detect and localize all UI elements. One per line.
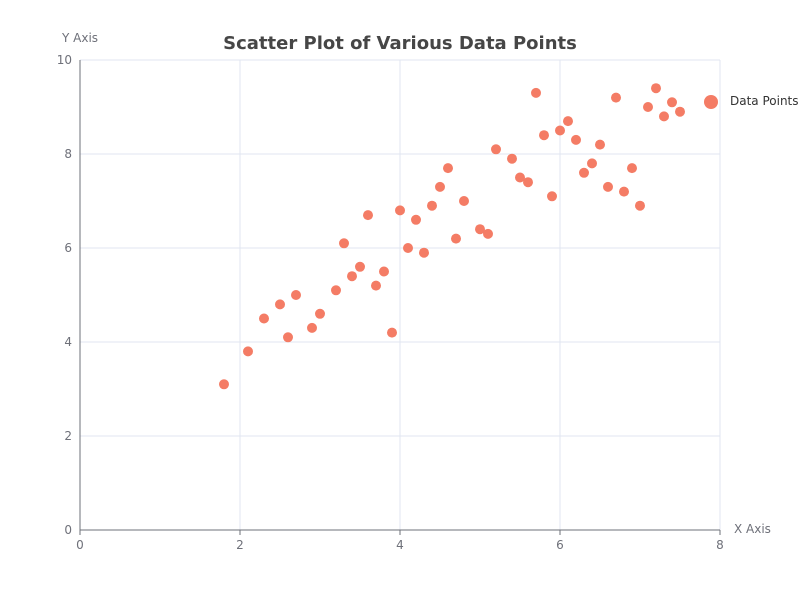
y-tick-label: 8 (64, 147, 72, 161)
data-point[interactable] (491, 144, 501, 155)
data-point[interactable] (283, 332, 293, 343)
data-point[interactable] (571, 134, 581, 145)
y-axis-label: Y Axis (61, 31, 98, 45)
data-point[interactable] (675, 106, 685, 117)
data-point[interactable] (363, 210, 373, 221)
data-point[interactable] (387, 327, 397, 338)
data-point[interactable] (579, 167, 589, 178)
data-point[interactable] (347, 271, 357, 282)
data-point[interactable] (443, 163, 453, 174)
y-tick-label: 6 (64, 241, 72, 255)
legend-marker-icon[interactable] (704, 95, 718, 109)
y-tick-label: 10 (57, 53, 72, 67)
data-point[interactable] (483, 228, 493, 239)
data-point[interactable] (219, 379, 229, 390)
data-point[interactable] (379, 266, 389, 277)
data-point[interactable] (427, 200, 437, 211)
x-tick-label: 6 (556, 538, 564, 552)
data-point[interactable] (667, 97, 677, 108)
data-point[interactable] (507, 153, 517, 164)
data-point[interactable] (395, 205, 405, 216)
x-tick-label: 4 (396, 538, 404, 552)
data-point[interactable] (651, 83, 661, 94)
data-point[interactable] (411, 214, 421, 225)
data-point[interactable] (259, 313, 269, 324)
data-point[interactable] (371, 280, 381, 291)
data-point[interactable] (643, 102, 653, 112)
data-point[interactable] (419, 247, 429, 258)
data-point[interactable] (315, 308, 325, 319)
data-point[interactable] (523, 177, 533, 188)
data-point[interactable] (531, 87, 541, 98)
legend[interactable]: Data Points (704, 94, 799, 109)
data-point[interactable] (587, 158, 597, 169)
data-point[interactable] (635, 200, 645, 211)
data-point[interactable] (627, 163, 637, 174)
data-point[interactable] (555, 125, 565, 136)
data-point[interactable] (451, 233, 461, 244)
data-point[interactable] (403, 243, 413, 253)
data-point[interactable] (475, 224, 485, 235)
x-tick-label: 0 (76, 538, 84, 552)
data-point[interactable] (355, 261, 365, 272)
data-point[interactable] (435, 181, 445, 192)
data-point[interactable] (611, 92, 621, 103)
data-point[interactable] (619, 186, 629, 197)
x-axis-label: X Axis (734, 522, 771, 536)
data-point[interactable] (339, 238, 349, 249)
data-point[interactable] (539, 130, 549, 141)
y-tick-label: 2 (64, 429, 72, 443)
y-tick-label: 0 (64, 523, 72, 537)
data-point[interactable] (595, 139, 605, 150)
y-tick-label: 4 (64, 335, 72, 349)
chart-title: Scatter Plot of Various Data Points (223, 33, 577, 54)
grid-lines (80, 59, 721, 530)
data-point[interactable] (459, 196, 469, 206)
data-point[interactable] (563, 116, 573, 127)
x-tick-label: 2 (236, 538, 244, 552)
data-point[interactable] (331, 285, 341, 296)
data-point[interactable] (243, 346, 253, 357)
data-point[interactable] (275, 299, 285, 310)
data-point[interactable] (603, 181, 613, 192)
data-point[interactable] (547, 191, 557, 202)
x-tick-label: 8 (716, 538, 724, 552)
data-point[interactable] (291, 290, 301, 300)
data-point[interactable] (515, 172, 525, 183)
legend-label[interactable]: Data Points (730, 94, 799, 108)
data-point[interactable] (307, 322, 317, 333)
data-points (219, 83, 685, 390)
tick-labels: 0 2 4 6 8 0 2 4 6 8 10 (57, 53, 724, 552)
data-point[interactable] (659, 111, 669, 122)
